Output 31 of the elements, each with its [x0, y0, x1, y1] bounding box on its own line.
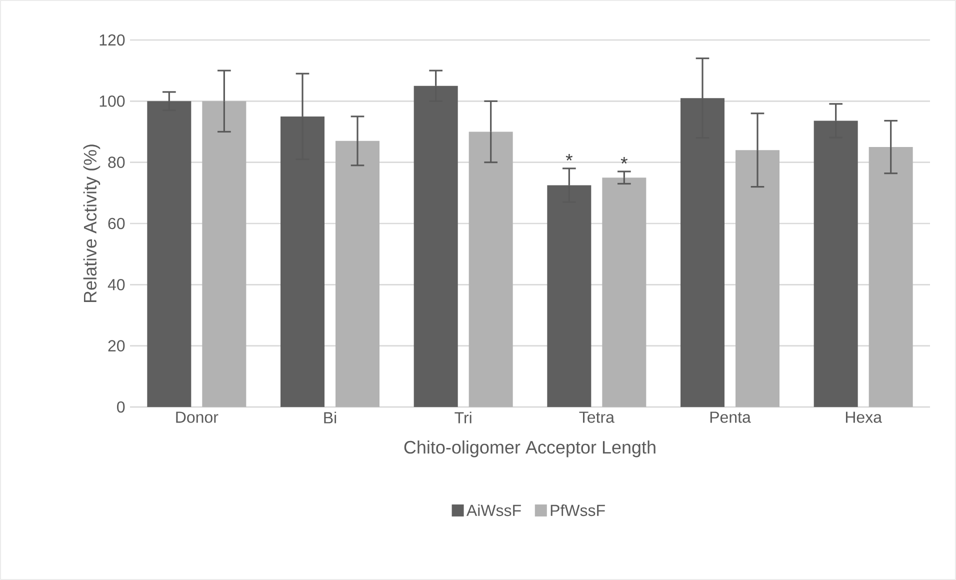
bar: [814, 120, 858, 407]
y-tick-label: 120: [100, 34, 125, 46]
x-tick-label: Tetra: [579, 412, 614, 423]
legend-label: PfWssF: [550, 504, 605, 516]
y-tick-label: 60: [108, 218, 125, 230]
annotation: *: [566, 154, 573, 161]
bar: [547, 185, 592, 407]
x-tick-label: Donor: [176, 412, 218, 423]
bar: [147, 101, 192, 407]
x-tick-label: Penta: [710, 412, 751, 423]
bar: [736, 150, 780, 407]
bar: [602, 178, 646, 407]
y-tick-label: 0: [117, 401, 125, 413]
x-tick-label: Tri: [454, 412, 472, 424]
bar: [336, 140, 380, 407]
bar: [680, 98, 725, 407]
y-tick-label: 40: [108, 278, 125, 290]
bar: [868, 147, 913, 407]
bar: [202, 101, 246, 407]
y-axis-title: Relative Activity (%): [83, 144, 100, 302]
annotation: *: [620, 157, 628, 164]
x-tick-label: Bi: [324, 412, 336, 424]
y-tick-label: 20: [108, 340, 125, 352]
x-axis-title: Chito-oligomer Acceptor Length: [404, 440, 656, 458]
y-tick-label: 80: [108, 156, 125, 168]
bar: [280, 116, 325, 407]
bar: [468, 132, 513, 407]
x-tick-label: Hexa: [846, 412, 882, 423]
y-tick-label: 100: [100, 95, 125, 107]
legend-label: AiWssF: [466, 504, 521, 516]
bar: [414, 86, 458, 407]
